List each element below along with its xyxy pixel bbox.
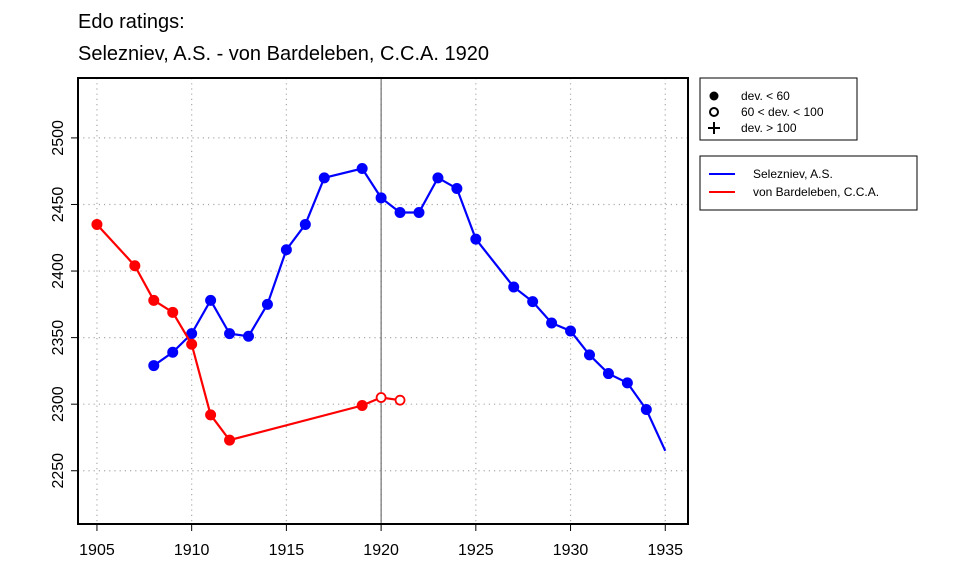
data-point-0-1919 — [356, 163, 368, 175]
data-point-1-1909 — [167, 306, 179, 318]
legend-markers-box — [699, 77, 858, 141]
data-point-1-1908 — [148, 294, 160, 306]
y-tick-label-2350: 2350 — [50, 320, 67, 356]
data-point-0-1933 — [621, 377, 633, 389]
data-point-1-1921 — [394, 394, 406, 406]
data-point-0-1929 — [546, 317, 558, 329]
data-point-1-1905 — [91, 218, 103, 230]
x-tick-label-1905: 1905 — [79, 542, 115, 559]
data-point-0-1932 — [602, 368, 614, 380]
chart-title-line-1: Edo ratings: — [78, 11, 185, 33]
data-point-0-1920 — [375, 192, 387, 204]
data-point-1-1912 — [224, 434, 236, 446]
data-point-0-1930 — [565, 325, 577, 337]
grid — [78, 78, 688, 524]
data-point-0-1912 — [224, 328, 236, 340]
data-point-0-1921 — [394, 206, 406, 218]
data-point-0-1927 — [508, 281, 520, 293]
data-point-0-1914 — [261, 298, 273, 310]
data-point-1-1910 — [186, 338, 198, 350]
legend-marker-plus — [708, 122, 720, 134]
y-tick-label-2450: 2450 — [50, 187, 67, 223]
data-point-0-1908 — [148, 360, 160, 372]
plot-area-border — [77, 77, 689, 525]
data-point-0-1924 — [451, 183, 463, 195]
axes: 1905 1910 1915 1920 1925 1930 1935 2250 2300 2350… — [50, 120, 683, 559]
y-tick-label-2300: 2300 — [50, 386, 67, 422]
data-point-1-1920 — [375, 392, 387, 403]
legend-marker-open — [709, 107, 719, 117]
data-point-0-1913 — [242, 330, 254, 342]
data-point-0-1925 — [470, 233, 482, 245]
series-layer — [91, 163, 667, 452]
legend-series-label-0: Selezniev, A.S. — [753, 167, 833, 181]
data-point-1-1919 — [356, 400, 368, 412]
data-point-0-1909 — [167, 346, 179, 358]
series-line-0 — [153, 167, 667, 452]
legend-marker-label-1: 60 < dev. < 100 — [741, 105, 824, 119]
x-tick-label-1935: 1935 — [647, 542, 683, 559]
data-point-1-1907 — [129, 260, 141, 272]
x-tick-label-1925: 1925 — [458, 542, 494, 559]
legend-series: Selezniev, A.S. von Bardeleben, C.C.A. — [699, 155, 918, 211]
data-point-0-1934 — [640, 404, 652, 416]
legend-marker-label-2: dev. > 100 — [741, 121, 797, 135]
series-line-1 — [96, 223, 401, 442]
data-point-0-1917 — [318, 172, 330, 184]
data-point-0-1923 — [432, 172, 444, 184]
data-point-0-1910 — [186, 328, 198, 340]
legend-marker-filled — [709, 91, 719, 101]
y-tick-label-2400: 2400 — [50, 253, 67, 289]
data-point-0-1931 — [583, 349, 595, 361]
x-tick-label-1915: 1915 — [269, 542, 305, 559]
data-point-0-1916 — [299, 218, 311, 230]
x-tick-label-1920: 1920 — [363, 542, 399, 559]
chart-title-line-2: Selezniev, A.S. - von Bardeleben, C.C.A.… — [78, 43, 489, 65]
legend-series-label-1: von Bardeleben, C.C.A. — [753, 185, 879, 199]
x-tick-label-1930: 1930 — [553, 542, 589, 559]
y-tick-label-2500: 2500 — [50, 120, 67, 156]
legend-markers: dev. < 60 60 < dev. < 100 dev. > 100 — [699, 77, 858, 141]
x-tick-label-1910: 1910 — [174, 542, 210, 559]
data-point-0-1915 — [280, 244, 292, 256]
legend-marker-label-0: dev. < 60 — [741, 89, 790, 103]
data-point-0-1928 — [527, 296, 539, 308]
data-point-0-1911 — [205, 294, 217, 306]
data-point-0-1922 — [413, 206, 425, 218]
data-point-1-1911 — [205, 409, 217, 421]
legend-series-box — [699, 155, 918, 211]
y-tick-label-2250: 2250 — [50, 453, 67, 489]
